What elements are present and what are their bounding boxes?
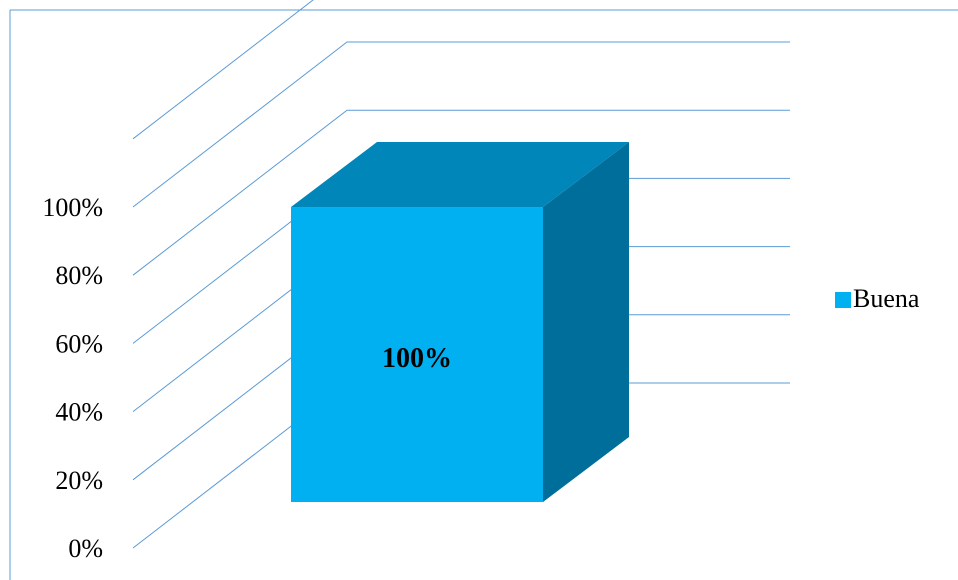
y-tick-label: 60% [55,329,103,358]
bar-top-face [291,142,629,208]
bar-side-face [543,142,629,502]
legend-swatch [835,292,851,308]
chart-frame [9,9,958,580]
data-label: 100% [382,343,452,374]
gridline [132,41,790,208]
y-tick-label: 20% [55,466,103,495]
data-labels: 100% [382,343,452,374]
legend-label: Buena [853,284,920,313]
y-tick-label: 0% [68,534,103,563]
legend: Buena [835,284,920,313]
y-axis-ticks: 0% 20% 40% 60% 80% 100% [42,193,103,563]
bars [291,142,629,502]
gridline [132,0,314,140]
gridline [132,109,790,276]
y-tick-label: 80% [55,261,103,290]
y-tick-label: 100% [42,193,103,222]
bar-front-face [291,207,543,502]
y-tick-label: 40% [55,398,103,427]
